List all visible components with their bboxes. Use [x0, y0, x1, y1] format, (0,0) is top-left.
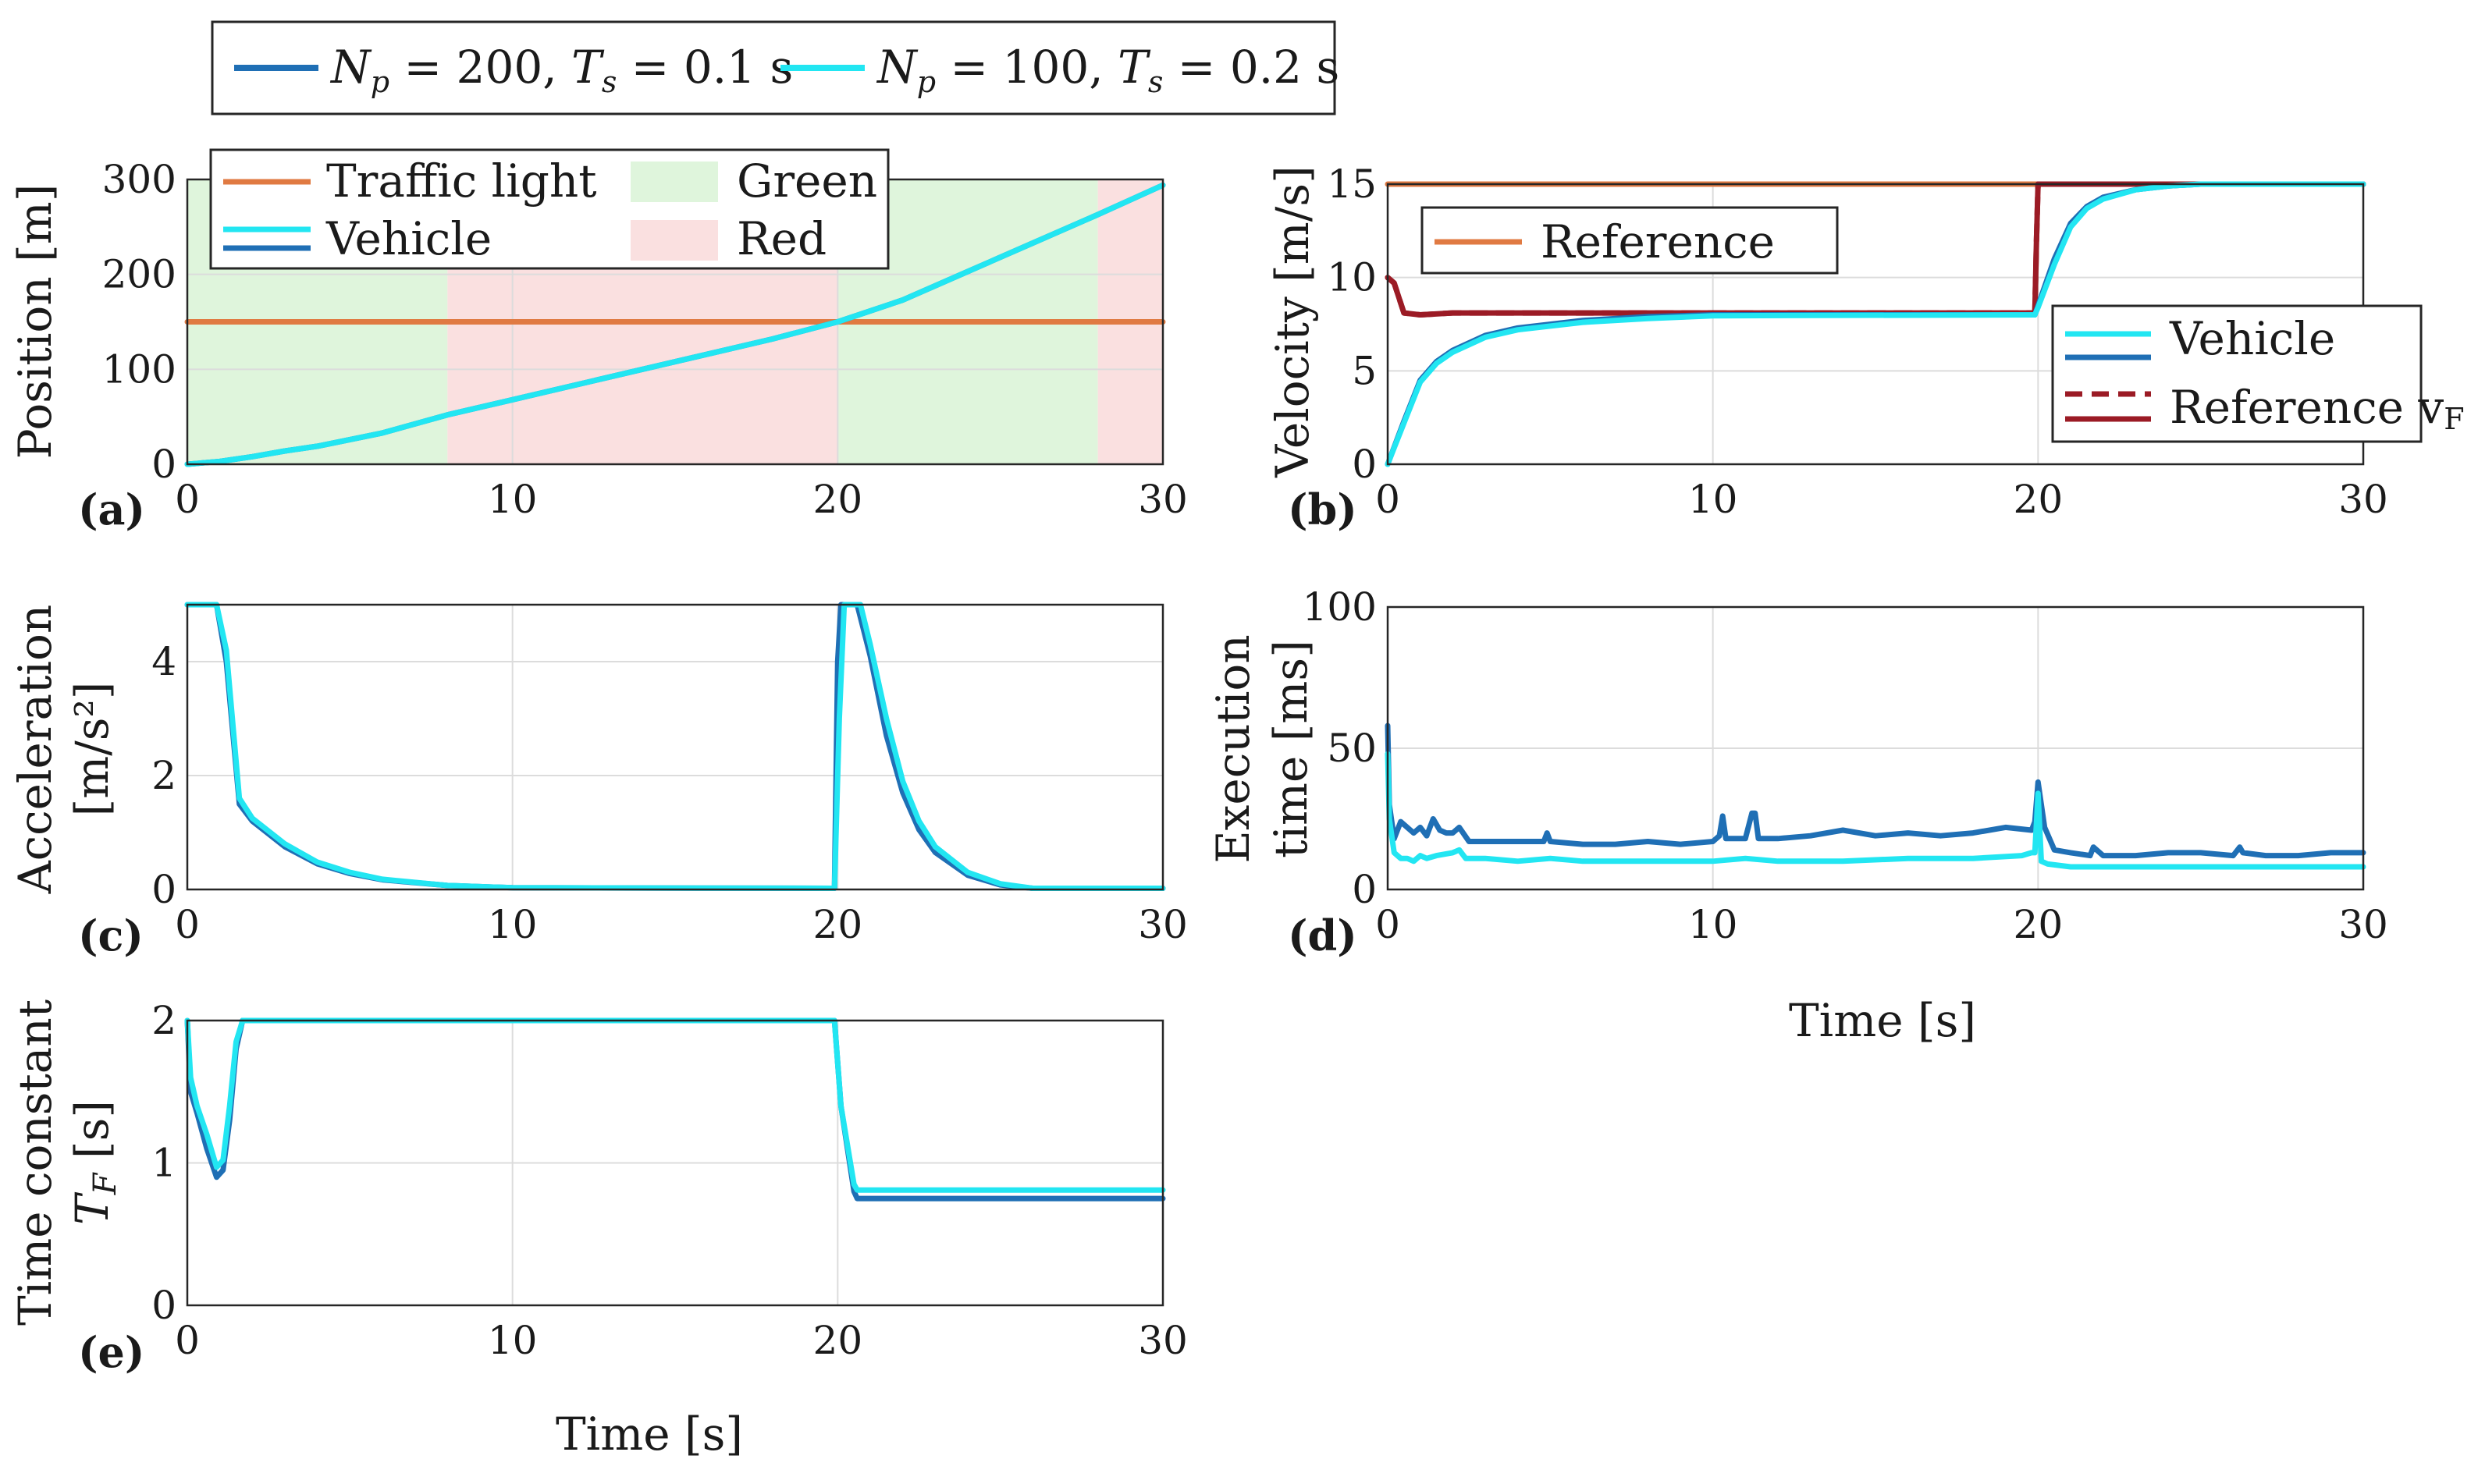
legend-reference-vf-label: Reference vF: [2170, 381, 2465, 436]
panel-d-ytick-1: 50: [1327, 726, 1377, 771]
panel-a-tag: (a): [78, 485, 145, 534]
panel-d-xtick-0: 0: [1375, 902, 1400, 947]
panel-b-ytick-2: 10: [1327, 255, 1377, 300]
panel-c-ytick-1: 2: [151, 753, 176, 798]
panel-b-xtick-1: 10: [1688, 477, 1738, 522]
panel-c-tag: (c): [78, 911, 144, 960]
panel-b-legend-reference: Reference: [1420, 206, 1839, 275]
panel-e-ytick-2: 2: [151, 998, 176, 1043]
panel-c-xtick-2: 20: [813, 902, 863, 947]
panel-d-ylabel-line1: Execution: [1207, 634, 1260, 863]
legend-vehicle-label: Vehicle: [325, 212, 492, 265]
panel-d-series-0: [1385, 722, 2366, 859]
panel-b-xtick-0: 0: [1375, 477, 1400, 522]
panel-d-xtick-3: 30: [2338, 902, 2388, 947]
panel-e-xlabel: Time [s]: [556, 1408, 743, 1461]
panel-e-xtick-1: 10: [488, 1318, 538, 1363]
panel-a-legend-box: [209, 148, 890, 270]
panel-e-ylabel-line1: Time constant: [9, 999, 62, 1326]
panel-b-ytick-3: 15: [1327, 162, 1377, 207]
panel-c-xtick-3: 30: [1138, 902, 1188, 947]
panel-b: 0 10 20 30 0 5 10 15 Velocity [m/s] (b) Referen…: [1266, 162, 2465, 534]
legend-traffic-light-label: Traffic light: [326, 154, 597, 208]
panel-a-ytick-1: 100: [102, 346, 176, 392]
panel-c-xtick-0: 0: [175, 902, 200, 947]
panel-e-series-1: [184, 1017, 1166, 1193]
panel-d-xtick-1: 10: [1688, 902, 1738, 947]
panel-e-ytick-1: 1: [151, 1141, 176, 1186]
panel-b-series-4: [1385, 181, 2366, 467]
legend-reference-label: Reference: [1541, 215, 1775, 268]
top-legend-label-np200: Np = 200, Ts = 0.1 s: [329, 41, 793, 99]
panel-c-ylabel-line1: Acceleration: [9, 605, 62, 895]
panel-d-frame: [1386, 605, 2365, 891]
panel-c-frame: [186, 603, 1164, 891]
panel-d-ylabel-line2: time [ms]: [1264, 640, 1317, 858]
legend-green-swatch: [631, 162, 718, 202]
panel-e-xtick-2: 20: [813, 1318, 863, 1363]
top-legend: Np = 200, Ts = 0.1 s Np = 100, Ts = 0.2 …: [211, 20, 1339, 115]
panel-b-xtick-2: 20: [2014, 477, 2064, 522]
panel-c-ytick-0: 0: [151, 867, 176, 912]
panel-a-xtick-0: 0: [175, 477, 200, 522]
panel-c-ylabel-line2: [m/s²]: [66, 682, 119, 817]
panel-e-xtick-0: 0: [175, 1318, 200, 1363]
panel-e-xtick-3: 30: [1138, 1318, 1188, 1363]
top-legend-label-np100: Np = 100, Ts = 0.2 s: [876, 41, 1339, 99]
panel-b-xtick-3: 30: [2338, 477, 2388, 522]
panel-e-ytick-0: 0: [151, 1283, 176, 1328]
panel-d-ytick-2: 100: [1303, 584, 1377, 630]
panel-a-xtick-2: 20: [813, 477, 863, 522]
panel-a-xtick-1: 10: [488, 477, 538, 522]
panel-a-xtick-3: 30: [1138, 477, 1188, 522]
panel-a-ytick-2: 200: [102, 252, 176, 297]
panel-e-ylabel-line2: TF [s]: [66, 1100, 123, 1225]
legend-green-label: Green: [737, 154, 877, 208]
panel-d-ytick-0: 0: [1352, 867, 1377, 912]
panel-a-ytick-3: 300: [102, 157, 176, 202]
legend-red-swatch: [631, 220, 718, 261]
legend-b-vehicle-label: Vehicle: [2169, 312, 2335, 365]
panel-a-ylabel: Position [m]: [9, 184, 62, 460]
panel-b-series-2: [1385, 181, 2366, 318]
panel-c-series-0: [184, 602, 1166, 891]
panel-d-tag: (d): [1288, 911, 1357, 960]
panel-b-ytick-1: 5: [1352, 348, 1377, 393]
panel-c-series-1: [184, 602, 1166, 891]
panel-d: 0 10 20 30 0 50 100 Execution time [ms] (d) Ti…: [1207, 584, 2388, 1047]
panel-b-tag: (b): [1288, 485, 1357, 534]
top-legend-box: [211, 20, 1336, 115]
panel-a-legend: Traffic light Vehicle Green Red: [209, 148, 890, 270]
panel-b-ytick-0: 0: [1352, 442, 1377, 487]
panel-e-frame: [186, 1019, 1164, 1307]
panel-a-series-2: [184, 182, 1166, 467]
panel-c: 0 10 20 30 0 2 4 Acceleration [m/s²] (c): [9, 602, 1188, 960]
panel-b-legend-vehicle: Vehicle Reference vF: [2051, 304, 2465, 443]
panel-d-series-1: [1385, 751, 2366, 870]
panel-e-series-0: [184, 1017, 1166, 1202]
panel-e-tag: (e): [78, 1327, 144, 1377]
panel-b-ylabel: Velocity [m/s]: [1266, 165, 1319, 478]
panel-d-xtick-2: 20: [2014, 902, 2064, 947]
panel-e: 0 10 20 30 0 1 2 Time constant TF [s] (e) Time…: [9, 998, 1188, 1461]
panel-d-xlabel: Time [s]: [1789, 994, 1976, 1047]
panel-c-ytick-2: 4: [151, 639, 176, 684]
panel-c-xtick-1: 10: [488, 902, 538, 947]
panel-a-ytick-0: 0: [151, 442, 176, 487]
legend-red-label: Red: [737, 212, 827, 265]
